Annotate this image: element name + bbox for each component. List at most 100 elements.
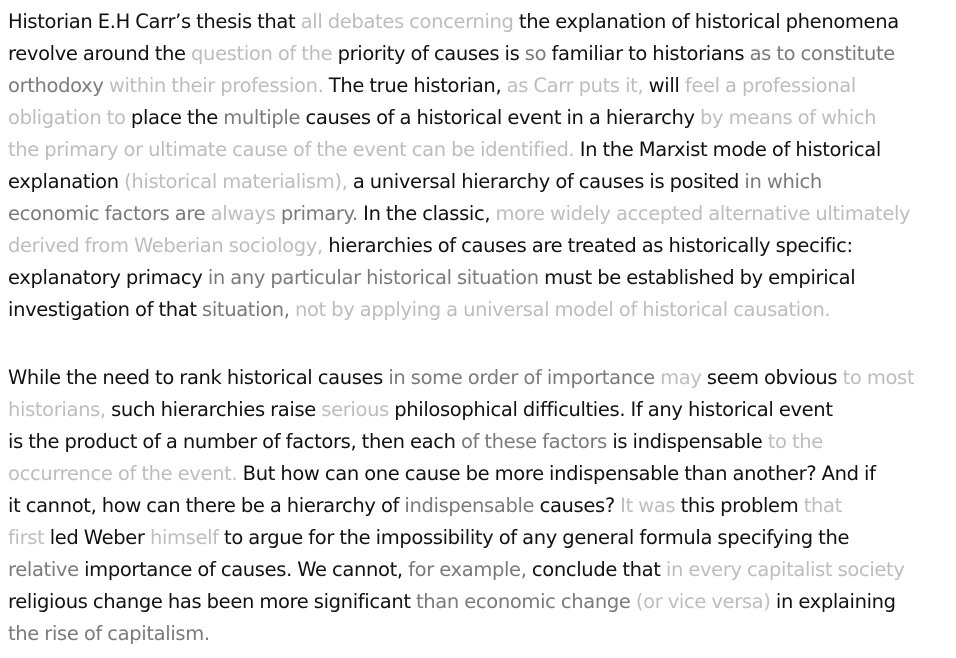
text-segment: indispensable bbox=[404, 494, 535, 517]
text-segment: himself bbox=[149, 526, 219, 549]
document-body: Historian E.H Carr’s thesis that all deb… bbox=[8, 6, 952, 650]
text-segment: obligation to bbox=[8, 106, 126, 129]
text-segment: first bbox=[8, 526, 45, 549]
text-segment: orthodoxy bbox=[8, 74, 104, 97]
text-segment: to argue for the impossibility of any ge… bbox=[218, 526, 850, 549]
text-line: the primary or ultimate cause of the eve… bbox=[8, 134, 952, 166]
text-line: Historian E.H Carr’s thesis that all deb… bbox=[8, 6, 952, 38]
text-segment: In the Marxist mode of historical bbox=[574, 138, 882, 161]
text-segment: not by applying a universal model of his… bbox=[294, 298, 831, 321]
text-line: obligation to place the multiple causes … bbox=[8, 102, 952, 134]
text-line: religious change has been more significa… bbox=[8, 586, 952, 618]
text-line: economic factors are always primary. In … bbox=[8, 198, 952, 230]
text-segment: a universal hierarchy of causes is posit… bbox=[347, 170, 745, 193]
text-segment: multiple bbox=[223, 106, 301, 129]
text-segment: the primary bbox=[8, 138, 124, 161]
text-segment: is the product of a number of factors, t… bbox=[8, 430, 461, 453]
paragraph-gap bbox=[8, 326, 952, 362]
text-segment: as Carr puts it, bbox=[506, 74, 644, 97]
text-line: occurrence of the event. But how can one… bbox=[8, 458, 952, 490]
text-segment: revolve around the bbox=[8, 42, 192, 65]
text-segment: it cannot, how can there be a hierarchy … bbox=[8, 494, 405, 517]
text-segment: that bbox=[803, 494, 843, 517]
text-segment: led Weber bbox=[44, 526, 150, 549]
text-line: is the product of a number of factors, t… bbox=[8, 426, 952, 458]
text-segment: investigation of that bbox=[8, 298, 203, 321]
text-segment: more widely accepted alternative ultimat… bbox=[495, 202, 911, 225]
text-line: relative importance of causes. We cannot… bbox=[8, 554, 952, 586]
text-segment: in every capitalist society bbox=[665, 558, 905, 581]
text-segment: always bbox=[210, 202, 276, 225]
text-segment: philosophical difficulties. If any histo… bbox=[388, 398, 833, 421]
text-segment: priority of causes is bbox=[332, 42, 525, 65]
text-segment: place the bbox=[125, 106, 224, 129]
text-segment: the rise of capitalism. bbox=[8, 622, 210, 645]
text-segment: cause of the event can be identified. bbox=[226, 138, 575, 161]
text-segment: Historian bbox=[8, 10, 93, 33]
text-segment: situation, bbox=[202, 298, 295, 321]
text-segment: will bbox=[643, 74, 685, 97]
text-segment: importance of causes. We cannot, bbox=[78, 558, 409, 581]
text-segment: in which bbox=[744, 170, 822, 193]
text-segment: so bbox=[524, 42, 547, 65]
paragraph-2: While the need to rank historical causes… bbox=[8, 362, 952, 650]
text-segment: derived from Weberian sociology, bbox=[8, 234, 323, 257]
text-line: derived from Weberian sociology, hierarc… bbox=[8, 230, 952, 262]
text-segment: must be established by empirical bbox=[538, 266, 856, 289]
text-line: explanation (historical materialism), a … bbox=[8, 166, 952, 198]
text-segment: It was bbox=[620, 494, 676, 517]
text-segment: explanatory primacy bbox=[8, 266, 208, 289]
text-segment: than economic change bbox=[415, 590, 636, 613]
text-segment: The true historian, bbox=[323, 74, 507, 97]
text-segment: of these factors bbox=[460, 430, 607, 453]
text-segment: the explanation of historical phenomena bbox=[513, 10, 899, 33]
text-segment: (or vice versa) bbox=[635, 590, 771, 613]
paragraph-1: Historian E.H Carr’s thesis that all deb… bbox=[8, 6, 952, 326]
text-line: revolve around the question of the prior… bbox=[8, 38, 952, 70]
text-segment: to most bbox=[842, 366, 915, 389]
text-segment: by means of which bbox=[700, 106, 877, 129]
text-segment: (historical materialism), bbox=[124, 170, 348, 193]
text-segment: economic factors are bbox=[8, 202, 211, 225]
text-segment: to the bbox=[767, 430, 824, 453]
text-segment: causes? bbox=[534, 494, 621, 517]
text-segment: is indispensable bbox=[606, 430, 768, 453]
text-segment: familiar to historians bbox=[546, 42, 750, 65]
text-segment: such hierarchies raise bbox=[105, 398, 322, 421]
text-segment: seem obvious bbox=[701, 366, 843, 389]
text-segment: for example, bbox=[408, 558, 527, 581]
text-segment: hierarchies of causes are treated as his… bbox=[322, 234, 853, 257]
text-segment: religious change has been more significa… bbox=[8, 590, 416, 613]
text-segment: causes of a historical event in a hierar… bbox=[300, 106, 701, 129]
text-line: historians, such hierarchies raise serio… bbox=[8, 394, 952, 426]
text-segment: question of the bbox=[191, 42, 333, 65]
text-segment: But how can one cause be more indispensa… bbox=[237, 462, 876, 485]
text-segment: serious bbox=[321, 398, 389, 421]
text-segment: While the need to rank historical causes bbox=[8, 366, 389, 389]
text-segment: or ultimate bbox=[123, 138, 228, 161]
text-line: the rise of capitalism. bbox=[8, 618, 952, 650]
text-segment: occurrence of the event. bbox=[8, 462, 238, 485]
text-line: first led Weber himself to argue for the… bbox=[8, 522, 952, 554]
text-segment: may bbox=[654, 366, 702, 389]
text-line: explanatory primacy in any particular hi… bbox=[8, 262, 952, 294]
text-segment: as to constitute bbox=[749, 42, 896, 65]
text-line: While the need to rank historical causes… bbox=[8, 362, 952, 394]
text-line: investigation of that situation, not by … bbox=[8, 294, 952, 326]
text-segment: feel a professional bbox=[684, 74, 856, 97]
text-segment: in any particular historical situation bbox=[207, 266, 539, 289]
text-line: orthodoxy within their profession. The t… bbox=[8, 70, 952, 102]
text-segment: primary. bbox=[275, 202, 358, 225]
text-segment: within their profession. bbox=[103, 74, 324, 97]
text-segment: in some order of importance bbox=[388, 366, 655, 389]
text-segment: this problem bbox=[675, 494, 804, 517]
text-segment: conclude that bbox=[526, 558, 666, 581]
text-segment: explanation bbox=[8, 170, 125, 193]
text-line: it cannot, how can there be a hierarchy … bbox=[8, 490, 952, 522]
text-segment: In the classic, bbox=[357, 202, 496, 225]
text-segment: all debates concerning bbox=[300, 10, 514, 33]
text-segment: relative bbox=[8, 558, 79, 581]
text-segment: E.H Carr’s thesis that bbox=[92, 10, 301, 33]
text-segment: historians, bbox=[8, 398, 106, 421]
text-segment: in explaining bbox=[770, 590, 896, 613]
